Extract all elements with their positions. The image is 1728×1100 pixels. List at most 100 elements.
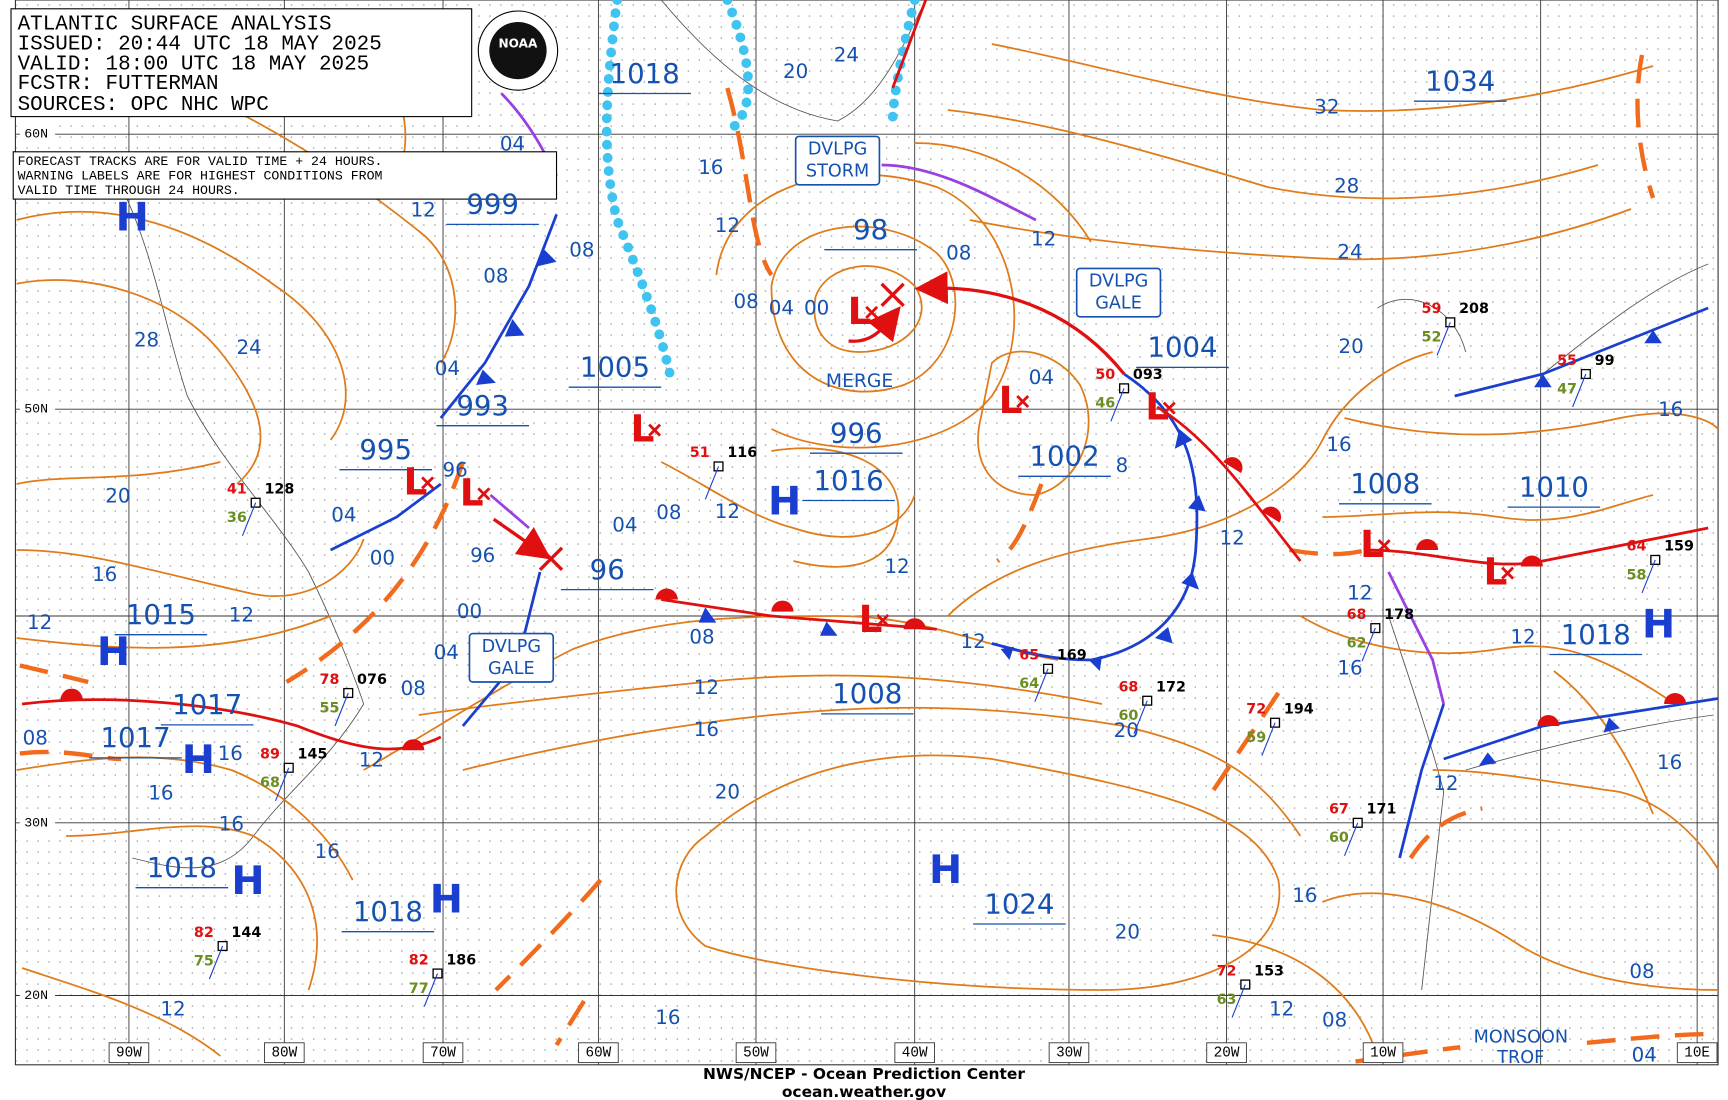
isobar-label: 8 [1116, 454, 1129, 477]
isobar-label: 00 [370, 546, 395, 569]
station-dewpoint: 58 [1627, 567, 1647, 583]
station-pressure: 116 [727, 445, 757, 461]
station-temp: 89 [260, 747, 280, 763]
low-x [1377, 539, 1391, 553]
isobar-label: 08 [569, 238, 594, 261]
isobar-label: 12 [960, 630, 985, 653]
pressure-label: 993 [456, 390, 509, 422]
longitude-label: 50W [743, 1045, 769, 1061]
isobar-label: 16 [1657, 751, 1682, 774]
isobar-label: 08 [656, 501, 681, 524]
isobar-label: 24 [834, 44, 859, 67]
isobar-label: 12 [160, 997, 185, 1020]
pressure-label: 1018 [1561, 619, 1631, 651]
storm-tracks [492, 271, 1126, 571]
low-center: L [460, 471, 484, 515]
station-dewpoint: 68 [260, 775, 280, 791]
header-line: SOURCES: OPC NHC WPC [18, 94, 269, 117]
warning-label: DVLPG [808, 140, 867, 160]
station-pressure: 076 [357, 672, 387, 688]
lon-label-box [1206, 1042, 1247, 1064]
longitude-label: 30W [1056, 1045, 1082, 1061]
station-pressure: 144 [231, 925, 261, 941]
longitude-label: 10W [1370, 1045, 1396, 1061]
isobar-label: 16 [148, 782, 173, 805]
low-x [1162, 401, 1176, 415]
isobar-label: 08 [401, 677, 426, 700]
note-line: FORECAST TRACKS ARE FOR VALID TIME + 24 … [18, 154, 383, 169]
wind-barb [704, 466, 720, 500]
station-dewpoint: 77 [409, 981, 429, 997]
footer: NWS/NCEP - Ocean Prediction Center ocean… [703, 1065, 1025, 1100]
wind-barb [274, 767, 290, 802]
station-dewpoint: 55 [320, 700, 340, 716]
station-temp: 68 [1347, 607, 1367, 623]
pressure-label: 1017 [101, 722, 171, 754]
isobar-label: 04 [769, 297, 794, 320]
station-dewpoint: 63 [1217, 992, 1237, 1008]
lon-label-box [1048, 1042, 1090, 1064]
isobar-label: 24 [1337, 241, 1362, 264]
longitude-label: 40W [902, 1045, 928, 1061]
latitude-label: 30N [24, 815, 48, 830]
isobar-label: 12 [27, 611, 52, 634]
isobar-label: 12 [411, 199, 436, 222]
isobar-label: 12 [1219, 527, 1244, 550]
isobar-label: 04 [434, 641, 459, 664]
isobar-label: 20 [1338, 335, 1363, 358]
isobar-label: 08 [1322, 1008, 1347, 1031]
low-x [1016, 395, 1030, 408]
station-pressure: 169 [1057, 648, 1087, 664]
isobar-label: 16 [655, 1006, 680, 1029]
lat-label-box [19, 814, 56, 832]
station-dewpoint: 62 [1347, 636, 1367, 652]
isobar-label: 20 [1114, 719, 1139, 742]
isobar-label: 12 [884, 555, 909, 578]
warning-label: GALE [488, 659, 535, 679]
isobar-label: 32 [1314, 95, 1339, 118]
isobar-label: 20 [715, 781, 740, 804]
high-center: H [430, 877, 463, 923]
isobar-label: 08 [946, 242, 971, 265]
pressure-label: 1008 [832, 678, 902, 710]
footer-agency: NWS/NCEP - Ocean Prediction Center [703, 1065, 1025, 1083]
station-pressure: 194 [1284, 702, 1314, 718]
lat-label-box [19, 125, 56, 143]
station-temp: 82 [409, 952, 429, 968]
latitude-label: 60N [24, 127, 48, 142]
pressure-label: 1002 [1030, 441, 1100, 473]
logo-text: NOAA [499, 37, 539, 51]
isobar-label: 24 [236, 336, 261, 359]
isobar-label: 16 [1292, 884, 1317, 907]
station-marker [1142, 695, 1153, 706]
isobar-label: 16 [698, 156, 723, 179]
longitude-label: 70W [430, 1045, 456, 1061]
footer-website: ocean.weather.gov [782, 1083, 946, 1100]
station-pressure: 99 [1595, 353, 1615, 369]
isobar-label: 20 [1115, 920, 1140, 943]
low-x [477, 487, 491, 501]
isobar-label: 12 [359, 749, 384, 772]
station-pressure: 128 [264, 482, 294, 498]
pressure-label: 1018 [610, 58, 680, 90]
isobar-label: 04 [500, 133, 525, 156]
low-center: L [1484, 550, 1508, 594]
high-center: H [929, 847, 962, 893]
lat-label-box [19, 400, 56, 418]
isobar-label: 28 [1334, 175, 1359, 198]
note-line: WARNING LABELS ARE FOR HIGHEST CONDITION… [18, 168, 383, 183]
low-center: L [848, 289, 872, 333]
high-center: H [231, 858, 264, 904]
longitude-label: 20W [1214, 1045, 1240, 1061]
station-temp: 50 [1095, 367, 1115, 383]
isobar-label: 12 [694, 676, 719, 699]
pressure-label: 996 [830, 418, 883, 450]
header-box: ATLANTIC SURFACE ANALYSIS ISSUED: 20:44 … [10, 8, 473, 118]
high-center: H [768, 478, 801, 524]
warning-label: STORM [806, 162, 869, 182]
station-marker [1269, 717, 1281, 728]
station-temp: 51 [690, 445, 710, 461]
wind-barb [334, 692, 349, 727]
low-center: L [859, 597, 883, 641]
isobars [16, 21, 1719, 1057]
